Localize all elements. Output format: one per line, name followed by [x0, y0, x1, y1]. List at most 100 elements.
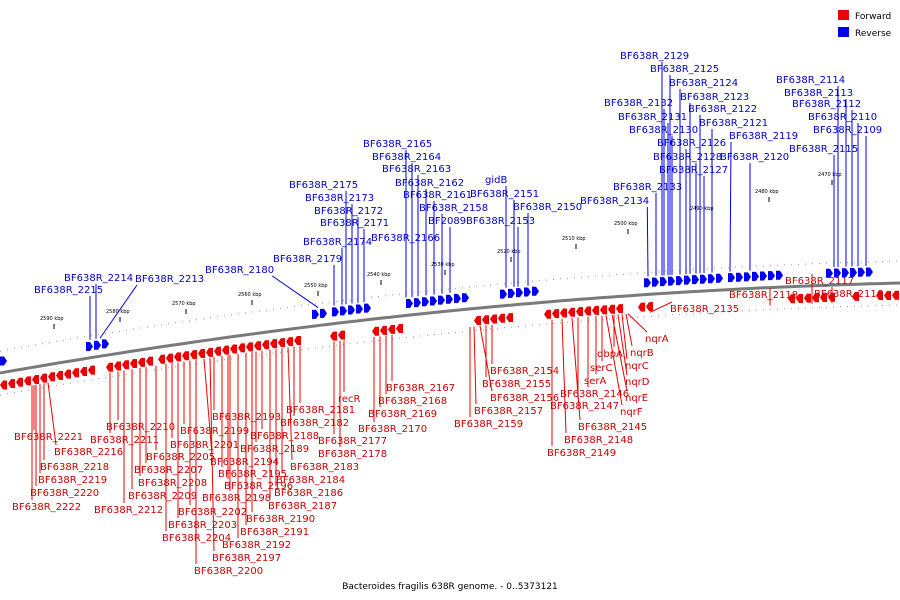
reverse-gene-arrow — [708, 274, 715, 284]
forward-gene-arrow — [32, 374, 39, 384]
forward-gene-arrow — [138, 357, 145, 367]
reverse-gene-arrow — [356, 304, 363, 314]
reverse-gene-arrow — [0, 356, 7, 366]
forward-gene-label: BF638R_2200 — [194, 566, 263, 577]
reverse-gene-label: BF638R_2127 — [659, 165, 728, 176]
forward-gene-arrow — [552, 309, 559, 319]
forward-gene-arrow — [330, 331, 337, 341]
scale-tick-label: 2540 kbp — [367, 272, 391, 278]
reverse-gene-arrow — [752, 271, 759, 281]
scale-tick-label: 2490 kbp — [690, 206, 714, 212]
label-leader-line — [47, 382, 57, 446]
forward-gene-label: BF638R_2147 — [550, 401, 619, 412]
scale-tick-label: 2510 kbp — [562, 236, 586, 242]
forward-gene-arrow — [338, 330, 345, 340]
forward-gene-arrow — [158, 354, 165, 364]
reverse-gene-label: BF638R_2130 — [629, 125, 698, 136]
reverse-gene-arrow — [340, 306, 347, 316]
forward-gene-arrow — [254, 341, 261, 351]
reverse-gene-label: BF638R_2153 — [466, 216, 535, 227]
scale-tick-label: 2590 kbp — [40, 316, 64, 322]
forward-gene-arrow — [820, 292, 827, 302]
reverse-gene-label: BF638R_2214 — [64, 273, 133, 284]
reverse-gene-label: BF638R_2133 — [613, 182, 682, 193]
forward-gene-arrow — [788, 294, 795, 304]
forward-gene-arrow — [106, 362, 113, 372]
forward-gene-label: BF638R_2190 — [246, 514, 315, 525]
forward-gene-arrow — [206, 347, 213, 357]
reverse-gene-label: BF638R_2215 — [34, 285, 103, 296]
reverse-gene-label: BF638R_2150 — [513, 202, 582, 213]
forward-gene-arrow — [214, 346, 221, 356]
reverse-gene-arrow — [524, 287, 531, 297]
backbone-line — [0, 281, 900, 375]
forward-gene-arrow — [230, 344, 237, 354]
label-leader-line — [561, 318, 567, 434]
forward-gene-arrow — [638, 302, 645, 312]
forward-gene-label: BF638R_2189 — [240, 444, 309, 455]
reverse-gene-label: BF638R_2124 — [669, 78, 738, 89]
label-leader-line — [272, 275, 319, 308]
reverse-gene-arrow — [684, 275, 691, 285]
forward-gene-arrow — [130, 359, 137, 369]
reverse-gene-arrow — [834, 268, 841, 278]
forward-gene-arrow — [544, 309, 551, 319]
forward-gene-arrow — [8, 379, 15, 389]
scale-tick-label: 2570 kbp — [172, 301, 196, 307]
forward-gene-label: BF638R_2211 — [90, 435, 159, 446]
forward-gene-label: BF638R_2177 — [318, 436, 387, 447]
reverse-gene-arrow — [94, 340, 101, 350]
reverse-gene-label: BF638R_2121 — [699, 118, 768, 129]
forward-gene-label: BF638R_2198 — [202, 493, 271, 504]
forward-gene-label: BF638R_2207 — [134, 465, 203, 476]
forward-gene-label: serA — [584, 376, 606, 387]
reverse-gene-arrow — [454, 294, 461, 304]
forward-gene-arrow — [40, 373, 47, 383]
forward-gene-arrow — [24, 376, 31, 386]
reverse-gene-label: BF638R_2174 — [303, 237, 372, 248]
forward-gene-arrow — [884, 290, 891, 300]
label-leader-line — [729, 141, 732, 272]
label-leader-line — [611, 314, 628, 392]
forward-gene-label: BF638R_2118 — [729, 290, 798, 301]
scale-tick-label: 2550 kbp — [304, 283, 328, 289]
forward-gene-label: BF638R_2205 — [146, 452, 215, 463]
scale-tick-label: 2470 kbp — [818, 172, 842, 178]
forward-gene-arrow — [560, 308, 567, 318]
reverse-gene-label: BF638R_2179 — [273, 254, 342, 265]
forward-gene-label: recR — [338, 394, 361, 405]
reverse-gene-label: BF638R_2134 — [580, 196, 649, 207]
forward-gene-label: BF638R_2208 — [138, 478, 207, 489]
forward-gene-label: BF638R_2192 — [222, 540, 291, 551]
forward-gene-arrow — [498, 313, 505, 323]
reverse-gene-arrow — [728, 273, 735, 283]
reverse-gene-arrow — [422, 297, 429, 307]
label-leader-line — [627, 313, 648, 333]
reverse-gene-label: BF638R_2110 — [808, 112, 877, 123]
reverse-gene-label: BF638R_2114 — [776, 75, 845, 86]
forward-gene-arrow — [584, 306, 591, 316]
reverse-gene-label: BF638R_2166 — [371, 233, 440, 244]
reverse-gene-label: BF638R_2109 — [813, 125, 882, 136]
forward-gene-label: BF638R_2193 — [212, 412, 281, 423]
forward-gene-arrow — [852, 291, 859, 301]
forward-gene-label: serC — [590, 363, 612, 374]
forward-gene-label: BF638R_2157 — [474, 406, 543, 417]
forward-gene-label: BF638R_2146 — [560, 389, 629, 400]
reverse-gene-arrow — [644, 278, 651, 288]
gene-labels: BF638R_2221 BF638R_2216 BF638R_2218 BF638R_… — [12, 51, 883, 577]
label-leader-line — [473, 326, 477, 405]
forward-gene-arrow — [182, 351, 189, 361]
reverse-gene-label: BF638R_2128 — [653, 152, 722, 163]
forward-gene-label: BF638R_2167 — [386, 383, 455, 394]
forward-gene-label: BF638R_2116 — [814, 289, 883, 300]
forward-gene-label: BF638R_2156 — [490, 393, 559, 404]
reverse-gene-label: BF638R_2162 — [395, 178, 464, 189]
reverse-gene-label: BF2089 — [428, 216, 466, 227]
forward-gene-label: nqrC — [625, 361, 649, 372]
label-leader-line — [99, 284, 138, 339]
legend-reverse-label: Reverse — [855, 29, 892, 39]
reverse-gene-arrow — [826, 268, 833, 278]
forward-gene-label: BF638R_2170 — [358, 424, 427, 435]
reverse-gene-label: BF638R_2161 — [403, 190, 472, 201]
